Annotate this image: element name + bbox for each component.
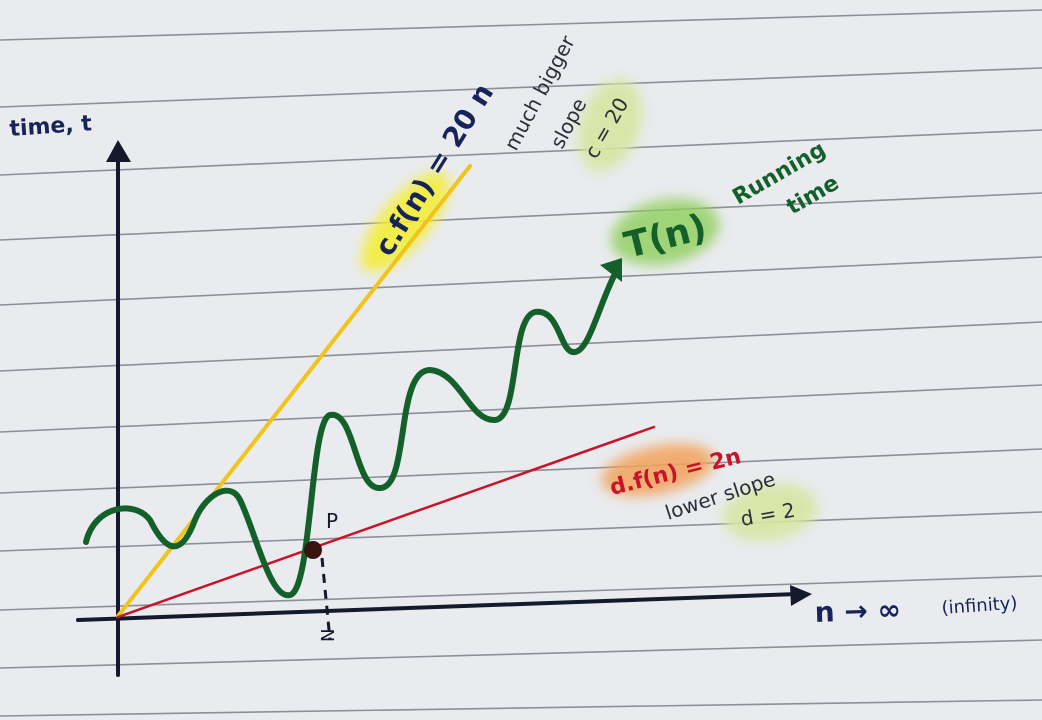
x-axis-note: (infinity) bbox=[941, 593, 1018, 619]
x-axis-label: n → ∞ bbox=[814, 593, 901, 629]
pale-highlight-c bbox=[577, 78, 643, 172]
axes bbox=[76, 148, 800, 677]
intersection-point-p bbox=[304, 541, 322, 559]
x-axis bbox=[76, 592, 800, 622]
pale-highlight-d bbox=[722, 483, 818, 541]
yellow-highlight bbox=[361, 172, 449, 272]
point-p-label: P bbox=[326, 509, 338, 533]
y-axis-arrowhead bbox=[106, 140, 131, 162]
lower-bound-line bbox=[116, 425, 656, 619]
running-time-arrowhead bbox=[600, 258, 622, 282]
running-time-curve bbox=[83, 265, 621, 599]
x-axis-arrowhead bbox=[790, 585, 812, 606]
threshold-dashed-line bbox=[320, 557, 332, 641]
upper-bound-line bbox=[116, 164, 472, 618]
green-highlight bbox=[610, 198, 720, 266]
highlights bbox=[361, 78, 818, 541]
orange-highlight bbox=[601, 443, 715, 497]
y-axis-label: time, t bbox=[9, 111, 93, 142]
threshold-n-label: N bbox=[318, 629, 339, 642]
upper-bound-label: c.f(n) = 20 n bbox=[368, 78, 500, 262]
